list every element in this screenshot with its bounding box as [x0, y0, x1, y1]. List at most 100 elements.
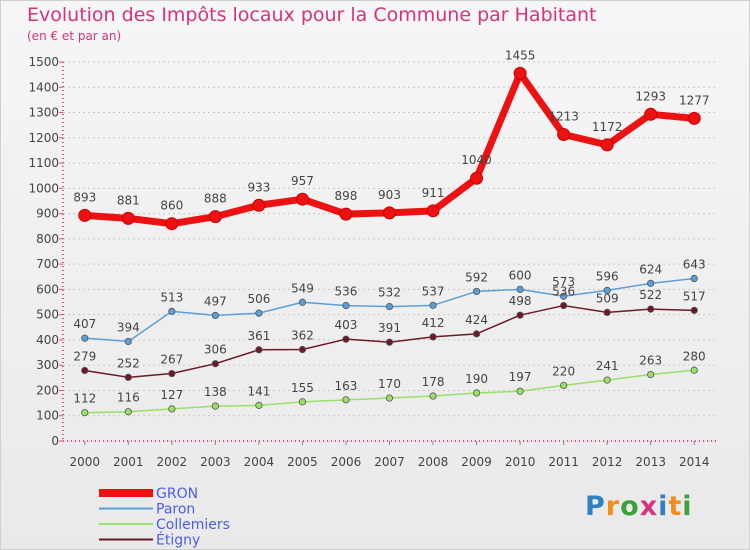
data-label: 424 — [465, 313, 488, 327]
y-tick-label: 200 — [36, 383, 59, 397]
x-tick-label: 2007 — [374, 455, 405, 469]
data-label: 155 — [291, 381, 314, 395]
data-point — [255, 346, 263, 354]
y-tick-label: 1200 — [28, 131, 59, 145]
data-label: 190 — [465, 372, 488, 386]
x-tick-label: 2001 — [113, 455, 144, 469]
data-label: 1040 — [461, 153, 492, 167]
data-label: 513 — [160, 290, 183, 304]
data-point — [470, 171, 484, 185]
data-label: 911 — [422, 186, 445, 200]
data-label: 267 — [160, 353, 183, 367]
y-tick-label: 500 — [36, 308, 59, 322]
data-label: 178 — [422, 375, 445, 389]
data-label: 536 — [335, 285, 358, 299]
chart-subtitle: (en € et par an) — [27, 29, 122, 43]
data-point — [690, 366, 698, 374]
data-point — [472, 389, 481, 397]
data-point — [603, 286, 611, 295]
data-point — [78, 208, 92, 222]
legend-label-collemiers: Collemiers — [156, 517, 230, 533]
data-point — [81, 366, 89, 375]
data-label: 888 — [204, 192, 227, 206]
data-label: 407 — [73, 317, 96, 331]
data-label: 596 — [596, 269, 619, 283]
data-label: 116 — [117, 391, 140, 405]
data-label: 1172 — [592, 120, 623, 134]
data-point — [255, 309, 263, 317]
y-tick-label: 400 — [36, 333, 59, 347]
data-label: 498 — [509, 294, 532, 308]
data-point — [168, 307, 176, 315]
data-label: 163 — [335, 379, 358, 393]
data-label: 600 — [509, 268, 532, 282]
data-label: 1293 — [635, 89, 666, 103]
data-point — [647, 370, 655, 379]
data-point — [295, 192, 309, 206]
data-point — [124, 373, 132, 381]
data-point — [560, 301, 568, 310]
data-label: 549 — [291, 281, 314, 295]
y-tick-label: 1500 — [28, 55, 59, 69]
data-label: 1277 — [679, 93, 710, 107]
legend-label-gron: GRON — [156, 486, 198, 502]
data-point — [429, 392, 437, 400]
y-tick-label: 1300 — [28, 106, 59, 120]
data-label: 279 — [73, 350, 96, 364]
data-point — [298, 398, 307, 406]
data-point — [211, 360, 219, 368]
data-point — [211, 402, 219, 410]
data-point — [600, 138, 614, 152]
data-label: 412 — [422, 316, 445, 330]
legend-label-étigny: Étigny — [156, 532, 200, 549]
data-label: 220 — [552, 364, 575, 378]
y-tick-label: 1100 — [28, 156, 59, 170]
data-point — [342, 301, 350, 310]
chart-title: Evolution des Impôts locaux pour la Comm… — [27, 4, 597, 26]
data-point — [557, 128, 571, 142]
data-point — [603, 376, 611, 384]
data-point — [516, 285, 524, 293]
x-tick-label: 2010 — [505, 455, 536, 469]
x-tick-label: 2012 — [592, 455, 623, 469]
proxiti-logo: Proxiti — [585, 491, 693, 522]
y-tick-label: 900 — [36, 207, 59, 221]
x-tick-label: 2004 — [244, 455, 275, 469]
data-point — [385, 338, 394, 346]
data-label: 536 — [552, 285, 575, 299]
data-point — [516, 387, 524, 395]
data-point — [426, 204, 440, 218]
data-label: 112 — [73, 392, 96, 406]
data-point — [472, 330, 481, 338]
data-label: 403 — [335, 318, 358, 332]
x-tick-label: 2003 — [200, 455, 231, 469]
data-point — [560, 381, 568, 390]
data-label: 252 — [117, 356, 140, 370]
data-point — [603, 308, 611, 316]
data-point — [208, 210, 222, 224]
y-tick-label: 0 — [51, 434, 59, 448]
x-tick-label: 2013 — [635, 455, 666, 469]
data-label: 197 — [509, 370, 532, 384]
data-label: 280 — [683, 349, 706, 363]
data-label: 933 — [247, 180, 270, 194]
data-label: 643 — [683, 258, 706, 272]
data-label: 522 — [639, 288, 662, 302]
y-tick-label: 700 — [36, 257, 59, 271]
data-label: 537 — [422, 284, 445, 298]
data-point — [690, 306, 698, 314]
data-point — [81, 409, 89, 417]
data-point — [124, 337, 132, 346]
x-tick-label: 2005 — [287, 455, 318, 469]
data-label: 1213 — [548, 110, 579, 124]
data-label: 573 — [552, 275, 575, 289]
data-point — [124, 408, 132, 416]
y-tick-label: 100 — [36, 409, 59, 423]
data-label: 391 — [378, 321, 401, 335]
data-label: 170 — [378, 377, 401, 391]
data-point — [647, 305, 655, 313]
data-point — [339, 207, 353, 221]
data-point — [687, 111, 701, 125]
data-label: 394 — [117, 320, 140, 334]
